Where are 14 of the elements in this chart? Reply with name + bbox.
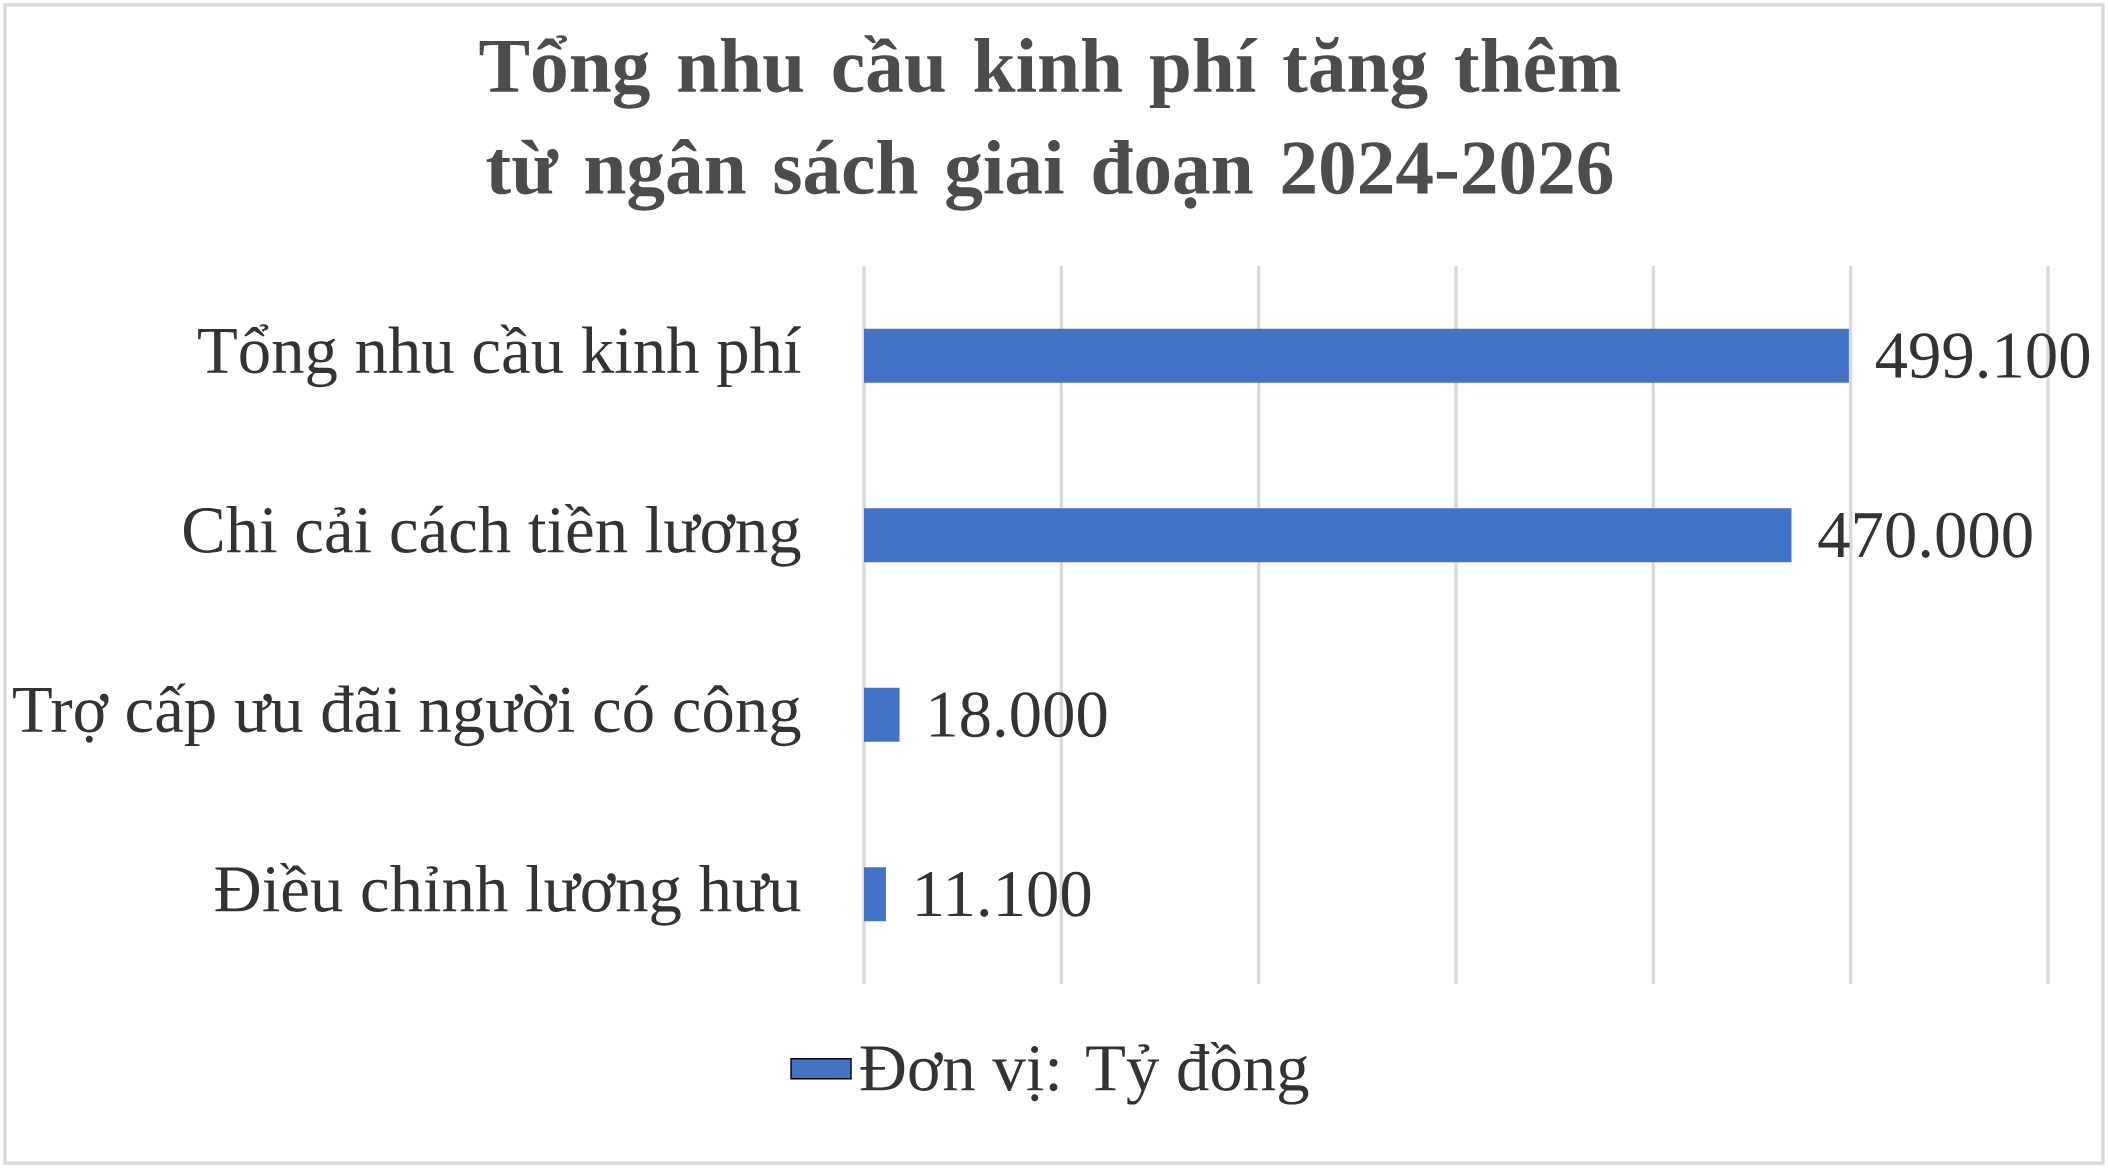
chart-title: Tổng nhu cầu kinh phí tăng thêm từ ngân sách giai đoạn 2024-2026 <box>479 35 1621 211</box>
bar <box>864 328 1849 383</box>
data-label: 470.000 <box>1818 512 2032 558</box>
y-tick-label: Trợ cấp ưu đãi người có công <box>13 683 801 747</box>
y-tick-label: Điều chỉnh lương hưu <box>215 862 801 926</box>
data-label: 11.100 <box>917 871 1091 917</box>
bar <box>864 687 900 742</box>
y-tick-label: Tổng nhu cầu kinh phí <box>198 324 801 388</box>
data-label: 18.000 <box>931 692 1107 738</box>
y-tick-label: Chi cải cách tiền lương <box>183 503 801 567</box>
bar <box>864 508 1792 563</box>
legend-label: Đơn vị: Tỷ đồng <box>860 1041 1309 1105</box>
data-label: 499.100 <box>1875 333 2090 379</box>
bar <box>864 867 886 922</box>
